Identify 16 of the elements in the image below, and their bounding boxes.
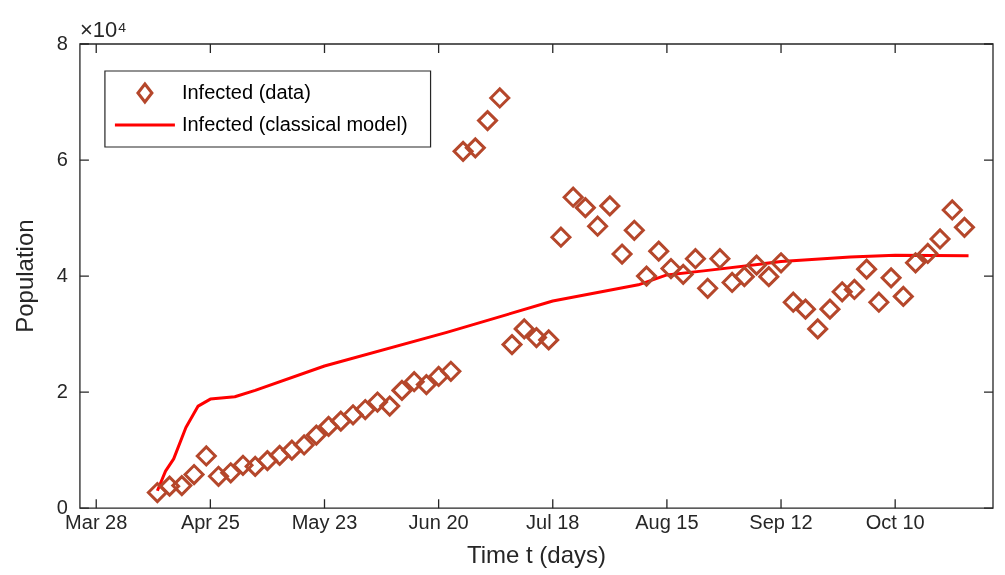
legend-label: Infected (classical model): [181, 112, 408, 135]
x-axis-title: Time t (days): [466, 541, 607, 569]
y-tick-label: 6: [56, 147, 68, 170]
y-tick-label: 2: [56, 379, 68, 402]
x-tick-label: Aug 15: [635, 510, 699, 533]
y-axis-title: Population: [11, 219, 39, 333]
x-tick-label: Sep 12: [749, 510, 813, 533]
x-tick-label: Apr 25: [180, 510, 240, 533]
y-tick-label: 8: [56, 31, 68, 54]
text: ×10⁴: [79, 17, 127, 43]
x-tick-label: May 23: [291, 510, 358, 533]
x-tick-label: Oct 10: [865, 510, 925, 533]
x-tick-label: Jun 20: [408, 510, 469, 533]
legend-label: Infected (data): [181, 80, 311, 103]
x-tick-label: Jul 18: [526, 510, 580, 533]
y-tick-label: 4: [56, 263, 68, 286]
